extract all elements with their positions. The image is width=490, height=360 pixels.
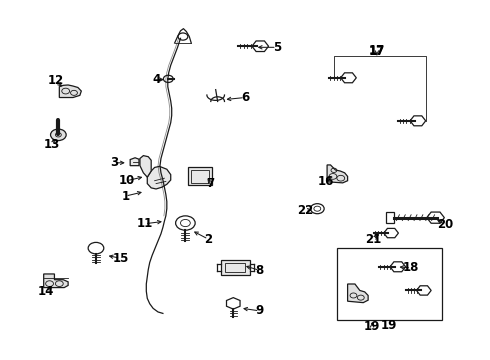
Text: 19: 19 [381, 319, 397, 332]
Text: 12: 12 [48, 74, 64, 87]
Bar [337, 248, 442, 320]
Bar [188, 167, 212, 185]
Text: 14: 14 [38, 285, 54, 298]
Text: 2: 2 [204, 233, 213, 246]
Text: 11: 11 [137, 217, 153, 230]
Text: 20: 20 [437, 218, 453, 231]
Text: 15: 15 [112, 252, 128, 265]
Circle shape [50, 129, 66, 140]
Text: 6: 6 [241, 91, 249, 104]
Polygon shape [59, 85, 81, 98]
Text: 5: 5 [272, 41, 281, 54]
Text: 3: 3 [110, 156, 118, 169]
Bar [220, 260, 250, 275]
Text: 18: 18 [403, 261, 419, 274]
Polygon shape [140, 156, 151, 177]
Text: 1: 1 [121, 190, 129, 203]
Polygon shape [130, 158, 139, 166]
Polygon shape [147, 166, 171, 189]
Polygon shape [44, 274, 68, 288]
Text: 22: 22 [297, 204, 313, 217]
Text: 21: 21 [365, 233, 381, 246]
Bar [225, 263, 245, 272]
Polygon shape [327, 165, 347, 183]
Text: 17: 17 [369, 44, 385, 57]
Text: 19: 19 [364, 320, 380, 333]
Text: 13: 13 [44, 138, 60, 151]
Text: 9: 9 [255, 305, 264, 318]
Bar [387, 212, 394, 223]
Polygon shape [347, 284, 368, 303]
Text: 4: 4 [152, 73, 160, 86]
Bar [191, 170, 209, 183]
Text: 10: 10 [119, 174, 135, 187]
Text: 8: 8 [255, 264, 264, 277]
Text: 17: 17 [369, 45, 385, 58]
Text: 16: 16 [318, 175, 334, 188]
Text: 7: 7 [207, 177, 215, 190]
